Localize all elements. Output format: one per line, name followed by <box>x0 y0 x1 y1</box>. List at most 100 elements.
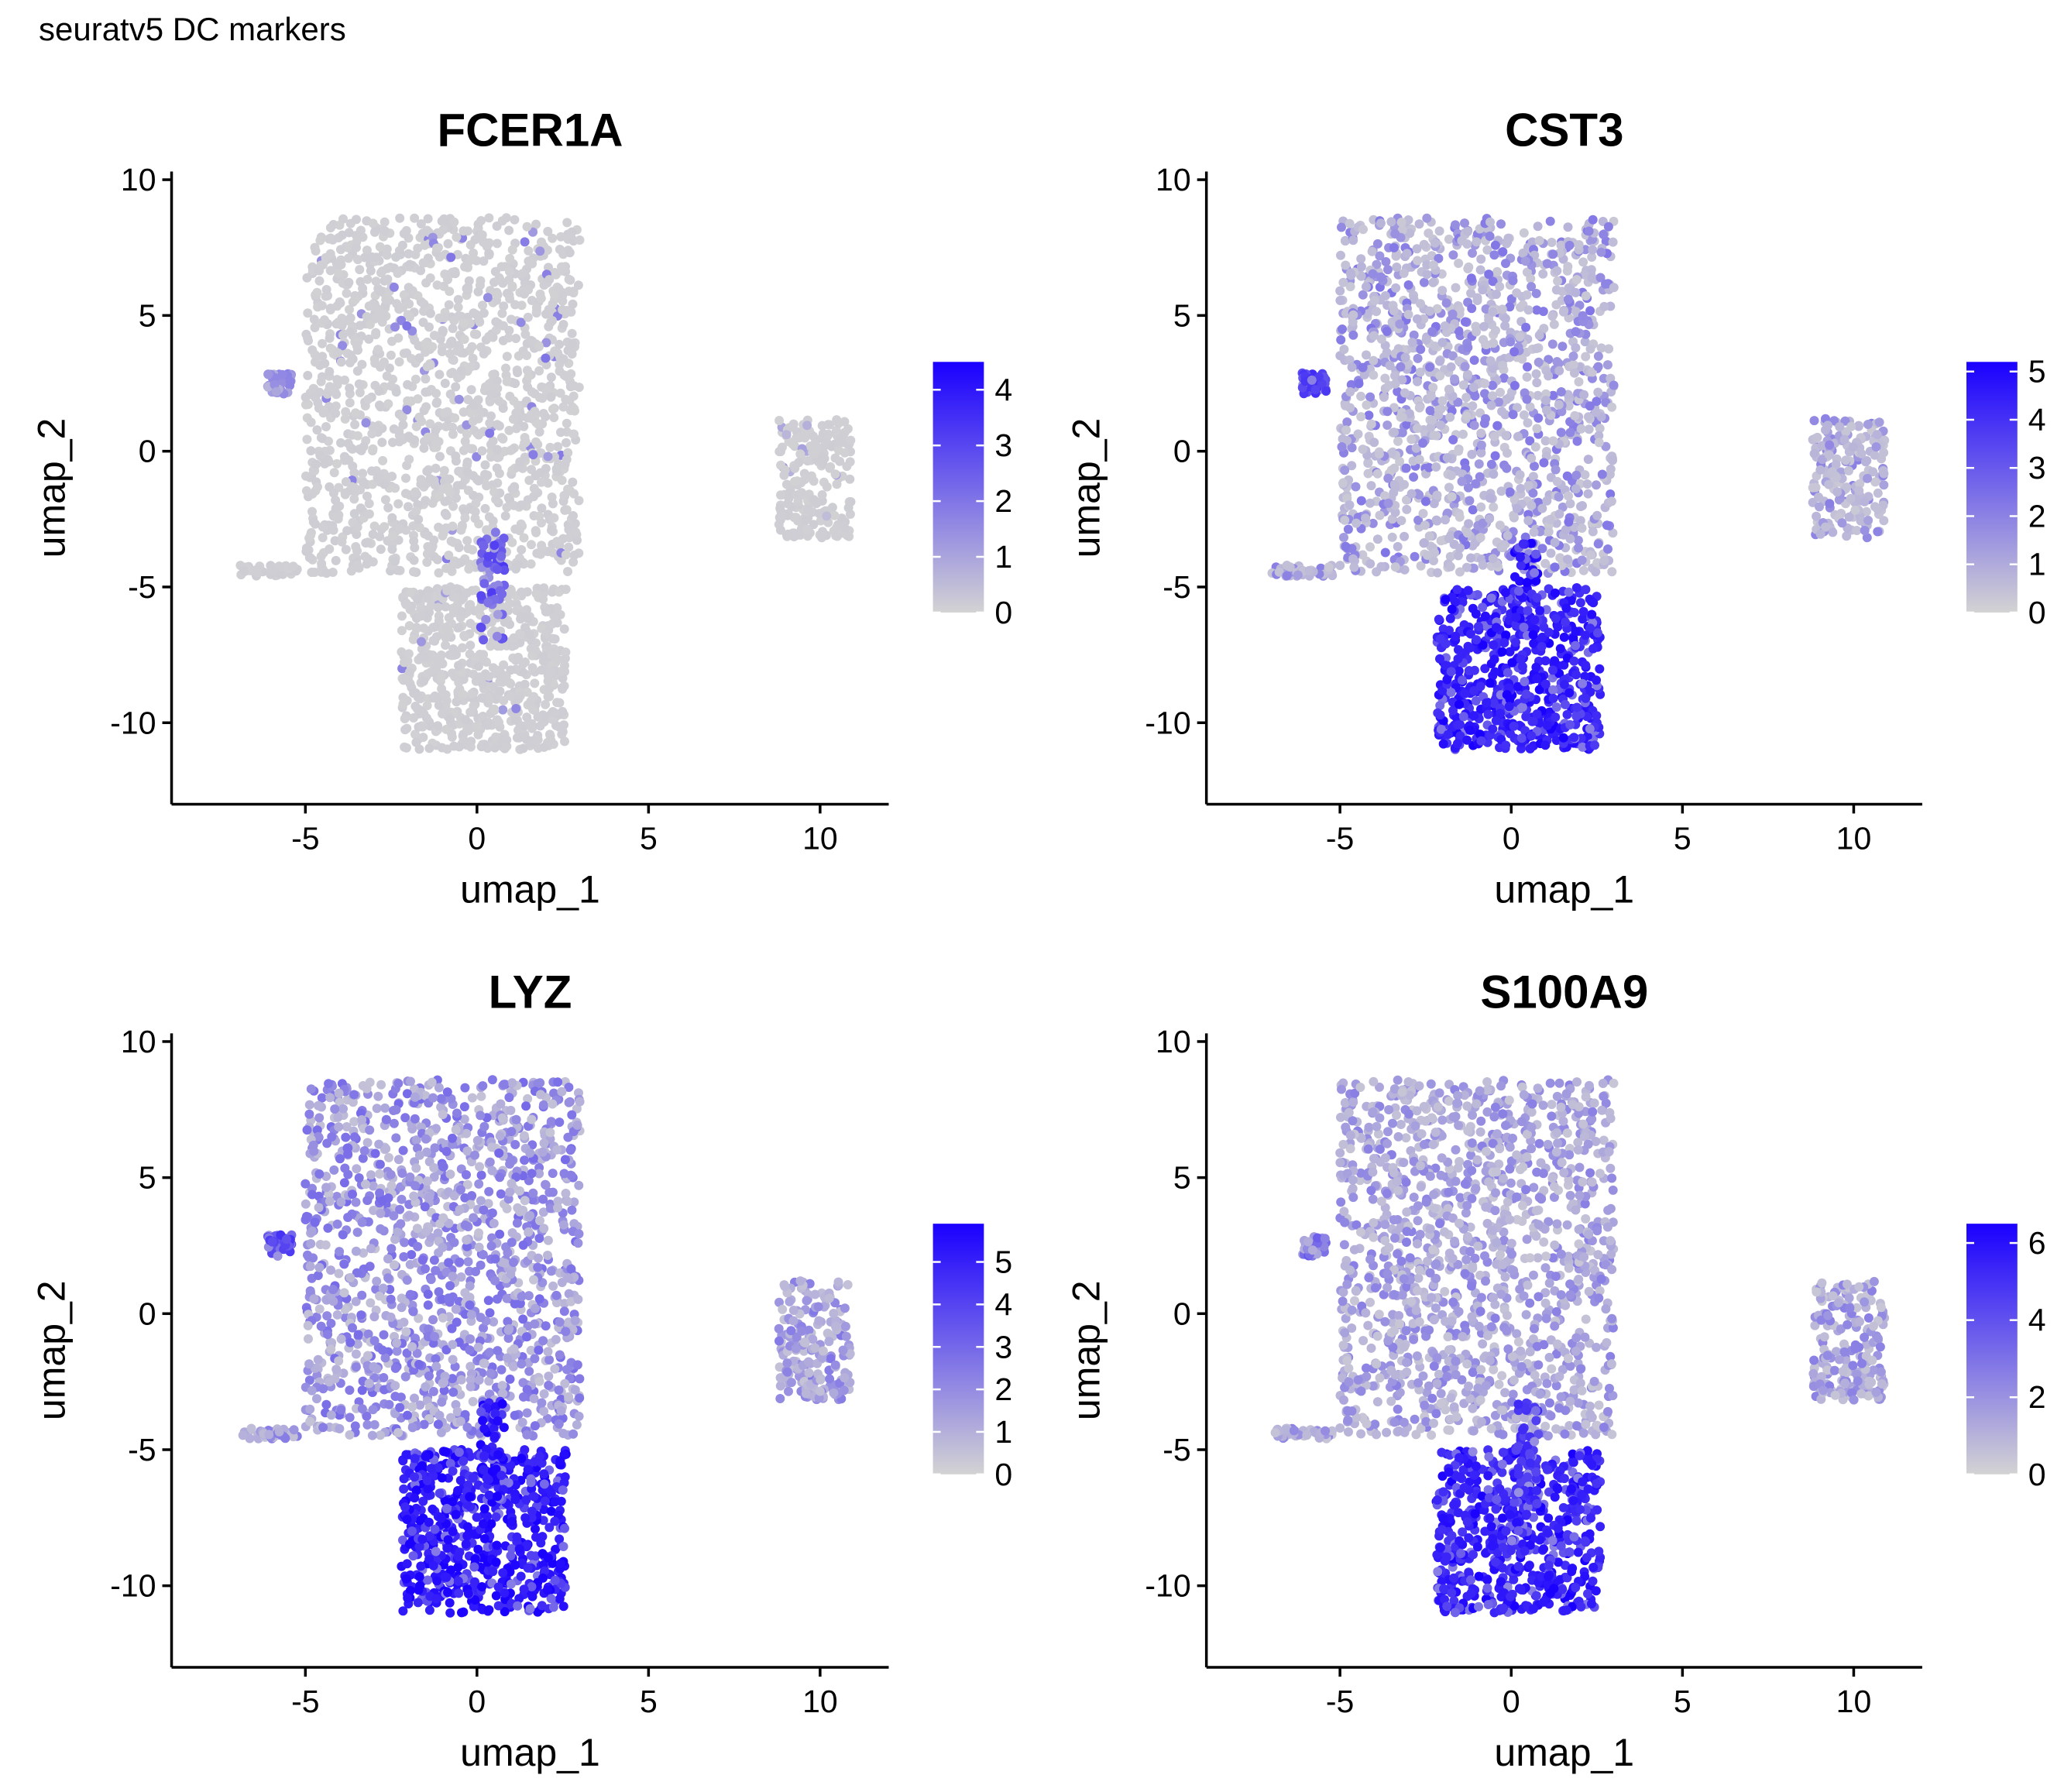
data-point <box>493 383 503 393</box>
data-point <box>441 523 451 533</box>
data-point <box>1466 273 1476 283</box>
data-point <box>1606 496 1616 506</box>
data-point <box>375 400 384 410</box>
data-point <box>1485 356 1496 366</box>
data-point <box>344 277 354 287</box>
data-point <box>548 633 558 644</box>
data-point <box>424 322 434 332</box>
data-point <box>1879 480 1889 490</box>
data-point <box>538 651 548 661</box>
data-point <box>1452 585 1462 595</box>
data-point <box>409 713 418 723</box>
data-point <box>1552 266 1562 276</box>
data-point <box>1565 427 1575 438</box>
data-point <box>272 386 281 397</box>
data-point <box>1538 269 1548 279</box>
data-point <box>1409 472 1419 482</box>
data-point <box>1345 387 1355 397</box>
data-point <box>1542 259 1552 269</box>
data-point <box>465 619 476 628</box>
data-point <box>504 325 514 335</box>
data-point <box>329 468 339 478</box>
data-point <box>352 522 362 532</box>
data-point <box>410 249 421 259</box>
data-point <box>1587 609 1597 620</box>
data-point <box>493 609 503 620</box>
data-point <box>527 336 537 346</box>
data-point <box>431 622 441 632</box>
data-point <box>486 389 496 399</box>
data-point <box>1282 561 1292 570</box>
data-point <box>1544 371 1554 381</box>
data-point <box>401 599 411 609</box>
data-point <box>788 528 798 538</box>
data-point <box>1485 217 1495 227</box>
data-point <box>1345 500 1355 510</box>
data-point <box>459 1102 469 1112</box>
data-point <box>459 335 469 345</box>
data-point <box>423 214 433 224</box>
data-point <box>1427 327 1437 337</box>
data-point <box>506 445 516 455</box>
data-point <box>1585 724 1595 734</box>
data-point <box>1496 219 1506 229</box>
data-point <box>1528 716 1538 726</box>
data-point <box>779 470 789 480</box>
data-point <box>793 496 803 506</box>
data-point <box>1559 679 1569 689</box>
data-point <box>472 451 482 462</box>
data-point <box>520 623 530 633</box>
data-point <box>1366 419 1376 429</box>
data-point <box>1468 383 1479 393</box>
data-point <box>405 667 414 677</box>
data-point <box>373 422 382 432</box>
data-point <box>1383 265 1393 275</box>
data-point <box>568 429 579 439</box>
data-point <box>486 411 496 421</box>
data-point <box>440 496 450 506</box>
data-point <box>403 379 413 390</box>
data-point <box>1522 290 1532 300</box>
data-point <box>331 555 341 565</box>
data-point <box>1467 304 1477 314</box>
data-point <box>552 698 562 708</box>
data-point <box>1592 510 1602 520</box>
data-point <box>548 299 558 309</box>
data-point <box>479 348 489 359</box>
data-point <box>434 611 444 621</box>
data-point <box>1429 431 1439 441</box>
data-point <box>375 242 385 252</box>
data-point <box>775 525 785 535</box>
data-point <box>338 214 348 224</box>
data-point <box>1445 561 1455 572</box>
data-point <box>441 701 451 711</box>
panel-title: CST3 <box>1505 104 1623 156</box>
data-point <box>328 520 338 530</box>
data-point <box>1569 733 1579 743</box>
data-point <box>818 459 828 469</box>
data-point <box>1523 362 1532 372</box>
data-point <box>417 722 428 732</box>
data-point <box>1548 693 1558 703</box>
data-point <box>1348 330 1358 340</box>
data-point <box>1412 244 1422 254</box>
data-point <box>474 430 483 440</box>
data-point <box>537 237 546 247</box>
data-point <box>822 482 832 492</box>
data-point <box>1532 674 1542 684</box>
data-point <box>494 717 503 727</box>
data-point <box>452 493 461 503</box>
data-point <box>462 737 472 747</box>
data-point <box>1837 518 1847 528</box>
data-point <box>1563 222 1573 232</box>
data-point <box>1340 465 1350 475</box>
data-point <box>468 353 478 363</box>
data-point <box>301 471 311 481</box>
data-point <box>448 324 458 334</box>
data-point <box>527 651 537 661</box>
data-point <box>1425 406 1435 416</box>
data-point <box>336 438 345 448</box>
data-point <box>1532 593 1542 602</box>
data-point <box>488 369 498 379</box>
data-point <box>269 565 279 575</box>
